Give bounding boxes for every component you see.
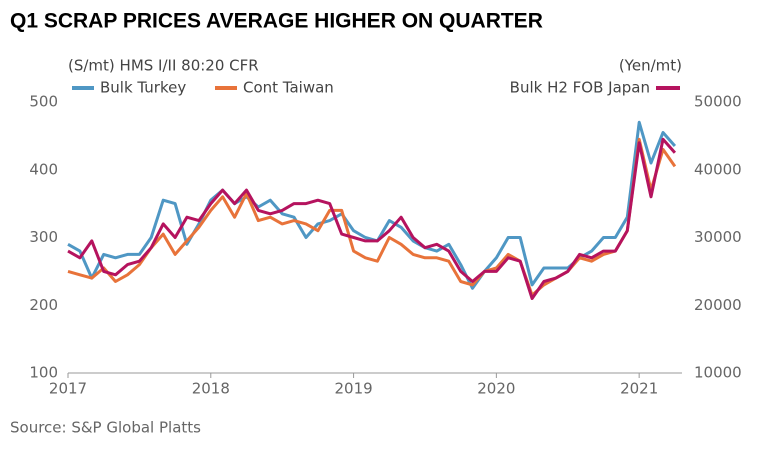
- source: Source: S&P Global Platts: [10, 419, 201, 437]
- y2-tick-label: 20000: [694, 296, 742, 314]
- y2-tick-label: 50000: [694, 93, 742, 111]
- y-tick-label: 300: [29, 228, 58, 246]
- y-tick-label: 500: [29, 93, 58, 111]
- x-tick-label: 2018: [192, 380, 230, 398]
- legend-label: Bulk H2 FOB Japan: [510, 79, 650, 97]
- x-tick-label: 2020: [477, 380, 515, 398]
- legend-label: Cont Taiwan: [243, 79, 334, 97]
- series-line: [67, 137, 677, 300]
- y2-tick-label: 40000: [694, 160, 742, 178]
- y2-tick-label: 10000: [694, 364, 742, 382]
- x-tick-label: 2019: [334, 380, 372, 398]
- chart-title: Q1 SCRAP PRICES AVERAGE HIGHER ON QUARTE…: [10, 10, 543, 33]
- y-tick-label: 100: [29, 364, 58, 382]
- x-tick-label: 2017: [49, 380, 87, 398]
- series-line: [67, 120, 677, 290]
- legend-label: Bulk Turkey: [100, 79, 186, 97]
- y-axis-label: (S/mt) HMS I/II 80:20 CFR: [68, 57, 259, 75]
- y2-tick-label: 30000: [694, 228, 742, 246]
- y-tick-label: 200: [29, 296, 58, 314]
- y-tick-label: 400: [29, 160, 58, 178]
- x-tick-label: 2021: [620, 380, 658, 398]
- y2-axis-label: (Yen/mt): [619, 57, 682, 75]
